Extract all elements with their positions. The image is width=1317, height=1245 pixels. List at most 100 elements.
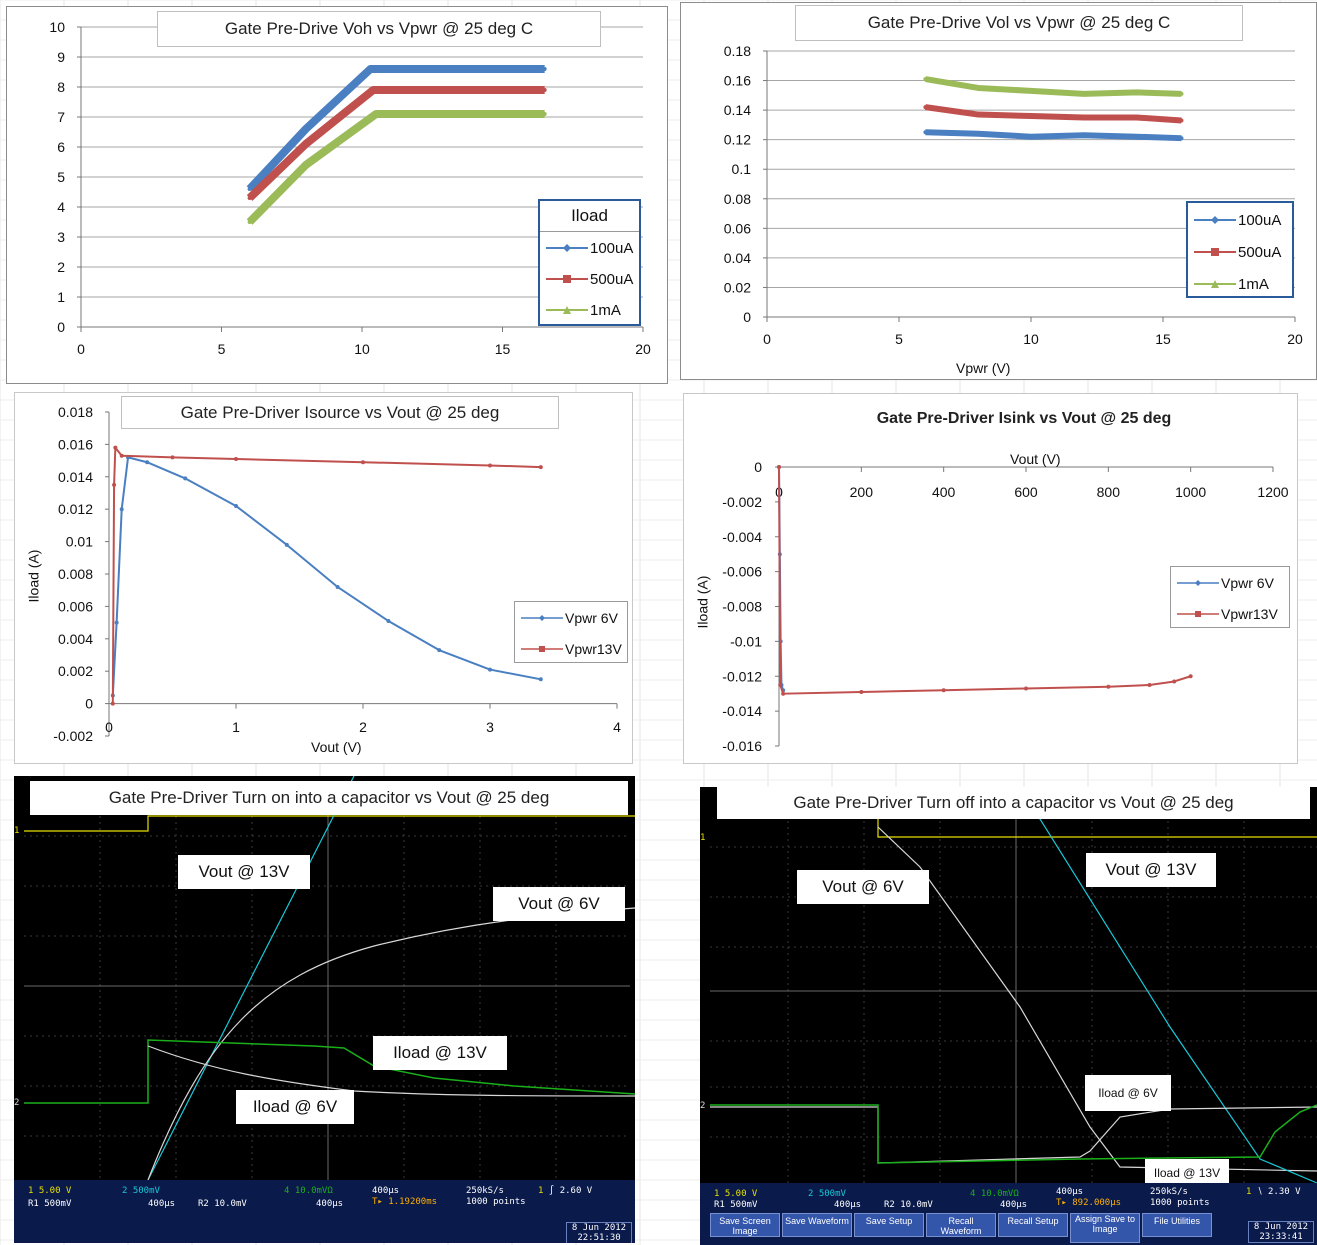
- scope-off-note-vout-6v: Vout @ 6V: [797, 870, 929, 904]
- y-tick-label: 8: [57, 79, 65, 95]
- y-tick-label: -0.002: [722, 494, 762, 510]
- data-point: [488, 667, 492, 672]
- scope-on-r2-marker: 2: [14, 1098, 20, 1108]
- data-point: [542, 88, 547, 92]
- isink-legend-item-6v: Vpwr 6V: [1171, 572, 1289, 596]
- data-point: [145, 460, 150, 465]
- data-point: [923, 105, 928, 110]
- save-screen-image-button[interactable]: Save Screen Image: [710, 1213, 780, 1237]
- y-tick-label: 0: [85, 696, 93, 712]
- y-tick-label: 10: [49, 19, 65, 35]
- y-tick-label: 0: [743, 309, 751, 325]
- voh-chart: 0 1 2 3 4 5 6 7 8 9 10 0 5 10 15 20 Gate Pre-Drive Voh …: [6, 6, 668, 384]
- ch2-value: 500mV: [132, 1186, 160, 1196]
- data-point: [119, 507, 124, 512]
- r1-value: 500mV: [730, 1200, 758, 1210]
- data-point: [234, 503, 238, 508]
- vol-legend: 100uA 500uA 1mA: [1186, 201, 1294, 298]
- vol-x-axis-label: Vpwr (V): [956, 360, 1011, 376]
- save-setup-button[interactable]: Save Setup: [854, 1213, 924, 1237]
- recall-setup-button[interactable]: Recall Setup: [998, 1213, 1068, 1237]
- scope-turn-off: 1 2 Gate Pre-Driver Turn off into a capa…: [700, 787, 1317, 1245]
- ch2-value: 500mV: [818, 1189, 846, 1199]
- y-tick-label: 4: [57, 199, 65, 215]
- data-point: [1172, 679, 1177, 684]
- data-point: [247, 220, 252, 224]
- y-tick-label: -0.012: [722, 668, 762, 684]
- data-point: [183, 476, 188, 481]
- data-point: [1147, 682, 1152, 687]
- data-point: [1029, 114, 1033, 119]
- y-tick-label: 0.1: [732, 161, 752, 177]
- scope-on-note-vout-13v: Vout @ 13V: [178, 855, 310, 889]
- scope-on-ch2-scale: 2 500mV: [122, 1186, 160, 1196]
- scope-turn-on-screen: [14, 776, 635, 1243]
- voh-plot: 0 1 2 3 4 5 6 7 8 9 10 0 5 10 15 20: [49, 19, 651, 357]
- save-waveform-button[interactable]: Save Waveform: [782, 1213, 852, 1237]
- legend-label: 500uA: [1238, 244, 1282, 261]
- data-point: [1134, 134, 1139, 139]
- scope-off-rate: 250kS/s: [1150, 1187, 1188, 1197]
- vol-legend-item-500ua: 500uA: [1188, 241, 1292, 265]
- vol-chart: 0 0.02 0.04 0.06 0.08 0.1 0.12 0.14 0.16 0.18 0 5 10…: [680, 2, 1317, 380]
- x-tick-label: 10: [354, 341, 370, 357]
- scope-on-date: 8 Jun 2012: [571, 1223, 627, 1233]
- delay-value: 1.19200ms: [388, 1197, 438, 1207]
- ch1-value: 5.00 V: [724, 1189, 758, 1199]
- scope-on-ch1-marker: 1: [14, 826, 20, 836]
- scope-on-delay: T▸ 1.19200ms: [372, 1197, 438, 1207]
- scope-off-note-iload-6v: Iload @ 6V: [1085, 1075, 1171, 1111]
- x-tick-label: 600: [1014, 484, 1038, 500]
- y-tick-label: 2: [57, 259, 65, 275]
- data-point: [234, 456, 238, 461]
- scope-off-points: 1000 points: [1150, 1198, 1210, 1208]
- scope-off-status-bar: 1 5.00 V 2 500mV 4 10.0mVΩ R1 500mV 400µ…: [700, 1183, 1317, 1245]
- y-tick-label: 0.018: [58, 404, 93, 420]
- y-tick-label: 0.008: [58, 566, 93, 582]
- scope-on-note-iload-13v: Iload @ 13V: [373, 1036, 507, 1070]
- series-line-0: [925, 129, 1182, 142]
- delay-value: 892.000µs: [1072, 1198, 1122, 1208]
- y-tick-label: 0.002: [58, 663, 93, 679]
- data-point: [110, 701, 115, 706]
- data-point: [542, 67, 547, 71]
- data-point: [1024, 686, 1028, 691]
- scope-turn-on: 1 2 Gate Pre-Driver Turn on into a capac…: [14, 776, 635, 1243]
- y-tick-label: -0.004: [722, 529, 762, 545]
- voh-legend-item-500ua: 500uA: [540, 268, 639, 292]
- x-tick-label: 5: [895, 331, 903, 347]
- scope-on-timebase: 400µs: [372, 1186, 400, 1196]
- file-utilities-button[interactable]: File Utilities: [1142, 1213, 1212, 1237]
- voh-legend-title: Iload: [540, 201, 639, 232]
- legend-label: Vpwr 6V: [565, 610, 618, 626]
- x-tick-label: 20: [635, 341, 651, 357]
- y-tick-label: 0.014: [58, 469, 93, 485]
- vol-chart-title: Gate Pre-Drive Vol vs Vpwr @ 25 deg C: [795, 5, 1243, 41]
- series-line-1: [778, 466, 1191, 695]
- legend-label: 100uA: [1238, 212, 1282, 229]
- scope-off-delay: T▸ 892.000µs: [1056, 1198, 1122, 1208]
- scope-on-title: Gate Pre-Driver Turn on into a capacitor…: [30, 781, 628, 815]
- x-tick-label: 0: [763, 331, 771, 347]
- y-tick-label: 0.14: [724, 102, 751, 118]
- vol-plot: 0 0.02 0.04 0.06 0.08 0.1 0.12 0.14 0.16 0.18 0 5 10…: [724, 43, 1303, 347]
- ch4-value: 10.0mVΩ: [980, 1189, 1019, 1199]
- data-point: [542, 112, 547, 116]
- scope-on-status-bar: 1 5.00 V 2 500mV 4 10.0mVΩ R1 500mV 400µ…: [14, 1180, 635, 1243]
- y-tick-label: 0.012: [58, 501, 93, 517]
- isink-chart-title: Gate Pre-Driver Isink vs Vout @ 25 deg: [876, 410, 1172, 427]
- recall-waveform-button[interactable]: Recall Waveform: [926, 1213, 996, 1237]
- assign-save-button[interactable]: Assign Save to Image: [1070, 1213, 1140, 1243]
- data-point: [1029, 134, 1033, 139]
- x-tick-label: 0: [77, 341, 85, 357]
- data-point: [1179, 136, 1184, 141]
- data-point: [361, 460, 365, 465]
- data-point: [777, 465, 781, 469]
- series-line-1: [246, 86, 545, 201]
- r2-value: 10.0mV: [214, 1199, 247, 1209]
- data-point: [859, 689, 864, 694]
- y-tick-label: 3: [57, 229, 65, 245]
- series-line-1: [924, 104, 1182, 124]
- trigger-value: 2.30 V: [1268, 1187, 1301, 1197]
- scope-off-time: 23:33:41: [1259, 1232, 1303, 1242]
